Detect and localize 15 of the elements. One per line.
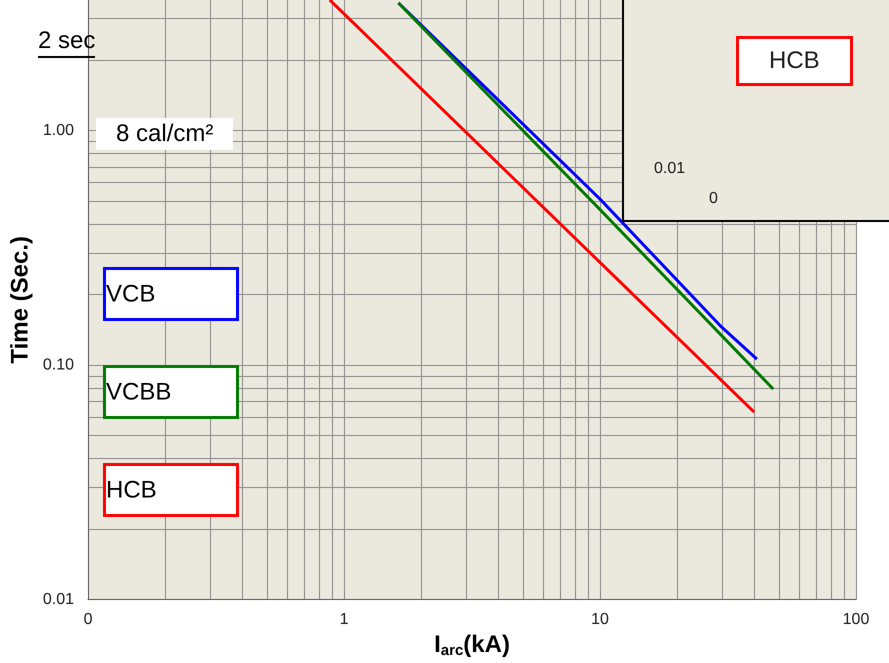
text: VCB	[106, 280, 156, 308]
annotation: 0	[709, 190, 718, 208]
annotation: 0.01	[654, 160, 686, 178]
x-tick-label: 100	[842, 611, 870, 628]
annotation: HCB	[736, 36, 853, 86]
y-tick-label: 0.01	[42, 591, 74, 608]
text: HCB	[106, 476, 157, 504]
y-tick-label: 1.00	[42, 122, 74, 139]
annotation: 8 cal/cm²	[96, 118, 234, 150]
y-tick-label: 0.10	[42, 356, 74, 374]
x-tick-label: 10	[591, 611, 610, 628]
x-tick-label: 0	[84, 611, 93, 628]
text: VCBB	[106, 378, 172, 406]
y-axis-title: Time (Sec.)	[6, 236, 34, 364]
x-tick-label: 1	[340, 611, 349, 628]
